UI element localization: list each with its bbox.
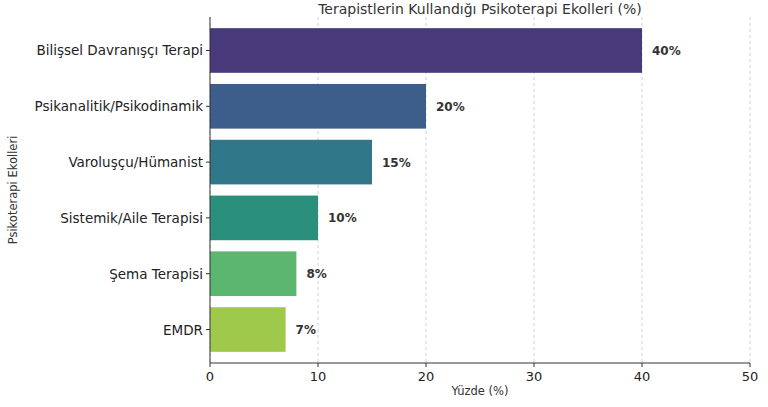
data-label: 20% xyxy=(436,100,465,114)
grid-line xyxy=(750,17,751,363)
y-tick-label: Bilişsel Davranışçı Terapi xyxy=(36,42,203,58)
y-tick xyxy=(206,273,210,274)
x-tick-label: 40 xyxy=(634,369,651,384)
chart-svg: 40% 20% 15% 10% 8% 7% 0 10 20 30 40 50 Bilişsel Davr… xyxy=(0,0,768,407)
x-tick-label: 30 xyxy=(526,369,543,384)
bar xyxy=(210,84,426,129)
y-tick-label: Şema Terapisi xyxy=(109,266,203,282)
x-tick-label: 0 xyxy=(206,369,214,384)
x-tick xyxy=(318,363,319,367)
x-axis-line xyxy=(210,363,750,364)
x-axis-label: Yüzde (%) xyxy=(451,384,509,398)
x-tick xyxy=(426,363,427,367)
y-axis-line xyxy=(210,17,211,363)
x-tick xyxy=(750,363,751,367)
x-tick-label: 20 xyxy=(418,369,435,384)
y-tick-label: Varoluşçu/Hümanist xyxy=(68,154,203,170)
bar xyxy=(210,196,318,241)
x-tick-label: 10 xyxy=(310,369,327,384)
bar xyxy=(210,307,286,352)
y-tick xyxy=(206,217,210,218)
y-tick-label: Sistemik/Aile Terapisi xyxy=(60,210,203,226)
y-tick xyxy=(206,106,210,107)
x-tick xyxy=(210,363,211,367)
bar xyxy=(210,251,296,296)
bar xyxy=(210,140,372,185)
y-axis-label: Psikoterapi Ekolleri xyxy=(6,136,20,245)
bar xyxy=(210,28,642,73)
axes: 0 10 20 30 40 50 Bilişsel Davranışçı Terapi Psi… xyxy=(35,17,759,384)
chart-container: 40% 20% 15% 10% 8% 7% 0 10 20 30 40 50 Bilişsel Davr… xyxy=(0,0,768,407)
data-label: 8% xyxy=(306,267,326,281)
x-tick-label: 50 xyxy=(742,369,759,384)
data-label: 10% xyxy=(328,211,357,225)
bars xyxy=(210,28,642,352)
data-label: 15% xyxy=(382,156,411,170)
data-labels: 40% 20% 15% 10% 8% 7% xyxy=(296,44,681,337)
title: Terapistlerin Kullandığı Psikoterapi Eko… xyxy=(317,1,642,17)
y-tick-label: Psikanalitik/Psikodinamik xyxy=(35,98,204,114)
data-label: 7% xyxy=(296,323,316,337)
y-tick-label: EMDR xyxy=(163,322,203,338)
data-label: 40% xyxy=(652,44,681,58)
x-tick xyxy=(534,363,535,367)
x-tick xyxy=(642,363,643,367)
y-tick xyxy=(206,50,210,51)
y-tick xyxy=(206,162,210,163)
y-tick xyxy=(206,329,210,330)
grid xyxy=(210,17,750,363)
grid-line xyxy=(210,17,211,363)
